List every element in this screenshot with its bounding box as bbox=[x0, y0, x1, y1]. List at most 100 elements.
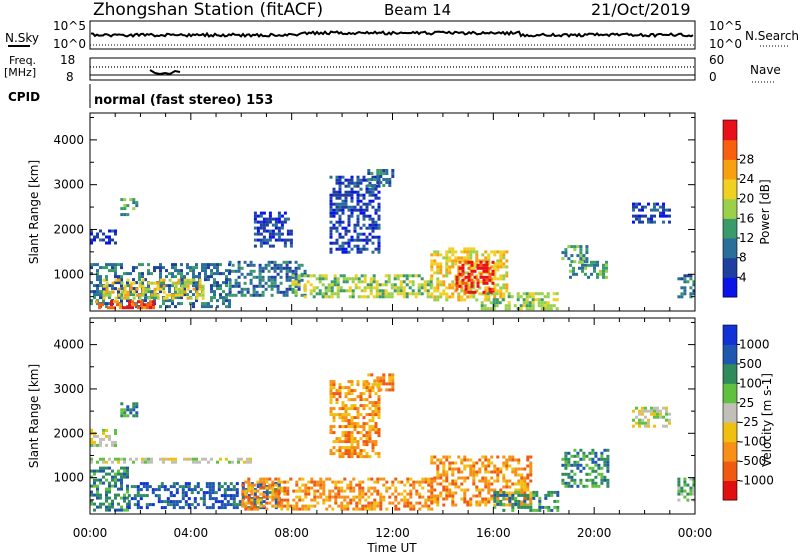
power-echo-cell bbox=[338, 217, 342, 221]
velocity-echo-cell bbox=[677, 492, 681, 496]
power-echo-cell bbox=[177, 302, 180, 306]
power-echo-cell bbox=[499, 286, 503, 290]
velocity-echo-cell bbox=[283, 486, 287, 490]
power-echo-cell bbox=[141, 272, 144, 276]
velocity-echo-cell bbox=[335, 440, 339, 444]
velocity-echo-cell bbox=[361, 507, 365, 511]
velocity-echo-cell bbox=[371, 401, 375, 405]
velocity-echo-cell bbox=[253, 489, 257, 493]
velocity-echo-cell bbox=[362, 425, 366, 429]
velocity-echo-cell bbox=[229, 494, 233, 498]
velocity-echo-cell bbox=[374, 428, 378, 432]
velocity-echo-cell bbox=[365, 422, 369, 426]
velocity-echo-cell bbox=[244, 507, 248, 511]
velocity-echo-cell bbox=[409, 483, 413, 487]
velocity-echo-cell bbox=[247, 495, 251, 499]
power-echo-cell bbox=[174, 287, 178, 291]
velocity-echo-cell bbox=[338, 389, 342, 393]
power-echo-cell bbox=[159, 287, 163, 291]
velocity-echo-cell bbox=[374, 392, 378, 396]
velocity-echo-cell bbox=[632, 418, 635, 422]
velocity-echo-cell bbox=[235, 506, 239, 510]
power-echo-cell bbox=[255, 293, 259, 297]
velocity-echo-cell bbox=[520, 503, 524, 507]
velocity-echo-cell bbox=[108, 490, 111, 494]
power-echo-cell bbox=[96, 293, 99, 297]
velocity-echo-cell bbox=[591, 457, 595, 461]
velocity-echo-cell bbox=[142, 485, 146, 489]
power-echo-cell bbox=[335, 175, 339, 179]
velocity-echo-cell bbox=[364, 507, 368, 511]
velocity-echo-cell bbox=[415, 489, 419, 493]
velocity-echo-cell bbox=[347, 431, 351, 435]
velocity-echo-cell bbox=[517, 502, 521, 506]
velocity-echo-cell bbox=[96, 484, 99, 488]
velocity-echo-cell bbox=[246, 460, 249, 464]
velocity-echo-cell bbox=[692, 486, 696, 490]
power-echo-cell bbox=[448, 271, 452, 275]
power-echo-cell bbox=[350, 196, 354, 200]
velocity-y-tick-label: 1000 bbox=[53, 471, 84, 485]
power-echo-cell bbox=[463, 247, 467, 251]
power-echo-cell bbox=[138, 296, 142, 300]
velocity-echo-cell bbox=[208, 506, 212, 510]
velocity-echo-cell bbox=[108, 508, 111, 512]
power-echo-cell bbox=[442, 283, 446, 287]
power-echo-cell bbox=[280, 220, 284, 224]
power-echo-cell bbox=[402, 274, 406, 278]
power-echo-cell bbox=[222, 290, 225, 294]
velocity-echo-cell bbox=[573, 460, 577, 464]
power-echo-cell bbox=[593, 269, 596, 273]
velocity-echo-cell bbox=[163, 500, 167, 504]
velocity-echo-cell bbox=[316, 480, 320, 484]
velocity-echo-cell bbox=[201, 457, 204, 461]
power-echo-cell bbox=[228, 287, 232, 291]
power-echo-cell bbox=[123, 204, 127, 208]
velocity-echo-cell bbox=[322, 501, 326, 505]
power-echo-cell bbox=[376, 175, 380, 178]
velocity-echo-cell bbox=[126, 472, 129, 476]
velocity-echo-cell bbox=[283, 504, 287, 508]
power-echo-cell bbox=[277, 211, 281, 215]
power-echo-cell bbox=[457, 298, 461, 302]
power-echo-cell bbox=[225, 278, 228, 282]
velocity-echo-cell bbox=[644, 406, 647, 410]
power-echo-cell bbox=[174, 290, 177, 294]
velocity-echo-cell bbox=[277, 477, 281, 481]
power-echo-cell bbox=[371, 217, 375, 221]
power-echo-cell bbox=[286, 229, 290, 233]
power-echo-cell bbox=[473, 275, 477, 279]
velocity-echo-cell bbox=[99, 481, 102, 485]
power-echo-cell bbox=[464, 287, 468, 291]
power-echo-cell bbox=[460, 298, 464, 302]
velocity-echo-cell bbox=[120, 402, 124, 406]
velocity-echo-cell bbox=[280, 486, 284, 490]
power-echo-cell bbox=[141, 275, 144, 279]
velocity-echo-cell bbox=[493, 488, 497, 492]
velocity-echo-cell bbox=[576, 466, 580, 470]
power-echo-cell bbox=[252, 263, 256, 267]
nsearch-tick-top: 10^5 bbox=[709, 19, 742, 33]
power-echo-cell bbox=[174, 281, 178, 285]
power-echo-cell bbox=[132, 293, 135, 297]
power-echo-cell bbox=[375, 280, 379, 284]
velocity-echo-cell bbox=[268, 491, 272, 495]
velocity-echo-cell bbox=[600, 481, 604, 485]
power-echo-cell bbox=[108, 293, 112, 297]
velocity-echo-cell bbox=[117, 487, 120, 491]
power-echo-cell bbox=[120, 263, 123, 267]
velocity-echo-cell bbox=[484, 479, 488, 483]
velocity-echo-cell bbox=[329, 452, 333, 456]
power-echo-cell bbox=[448, 250, 452, 254]
power-echo-cell bbox=[99, 275, 102, 279]
velocity-echo-cell bbox=[343, 489, 347, 493]
power-echo-cell bbox=[216, 284, 219, 288]
velocity-echo-cell bbox=[329, 425, 333, 429]
velocity-echo-cell bbox=[114, 457, 117, 461]
velocity-echo-cell bbox=[460, 470, 464, 474]
velocity-echo-cell bbox=[499, 488, 503, 492]
velocity-echo-cell bbox=[585, 484, 589, 488]
velocity-echo-cell bbox=[445, 473, 449, 477]
power-echo-cell bbox=[249, 260, 253, 264]
velocity-echo-cell bbox=[277, 495, 281, 499]
